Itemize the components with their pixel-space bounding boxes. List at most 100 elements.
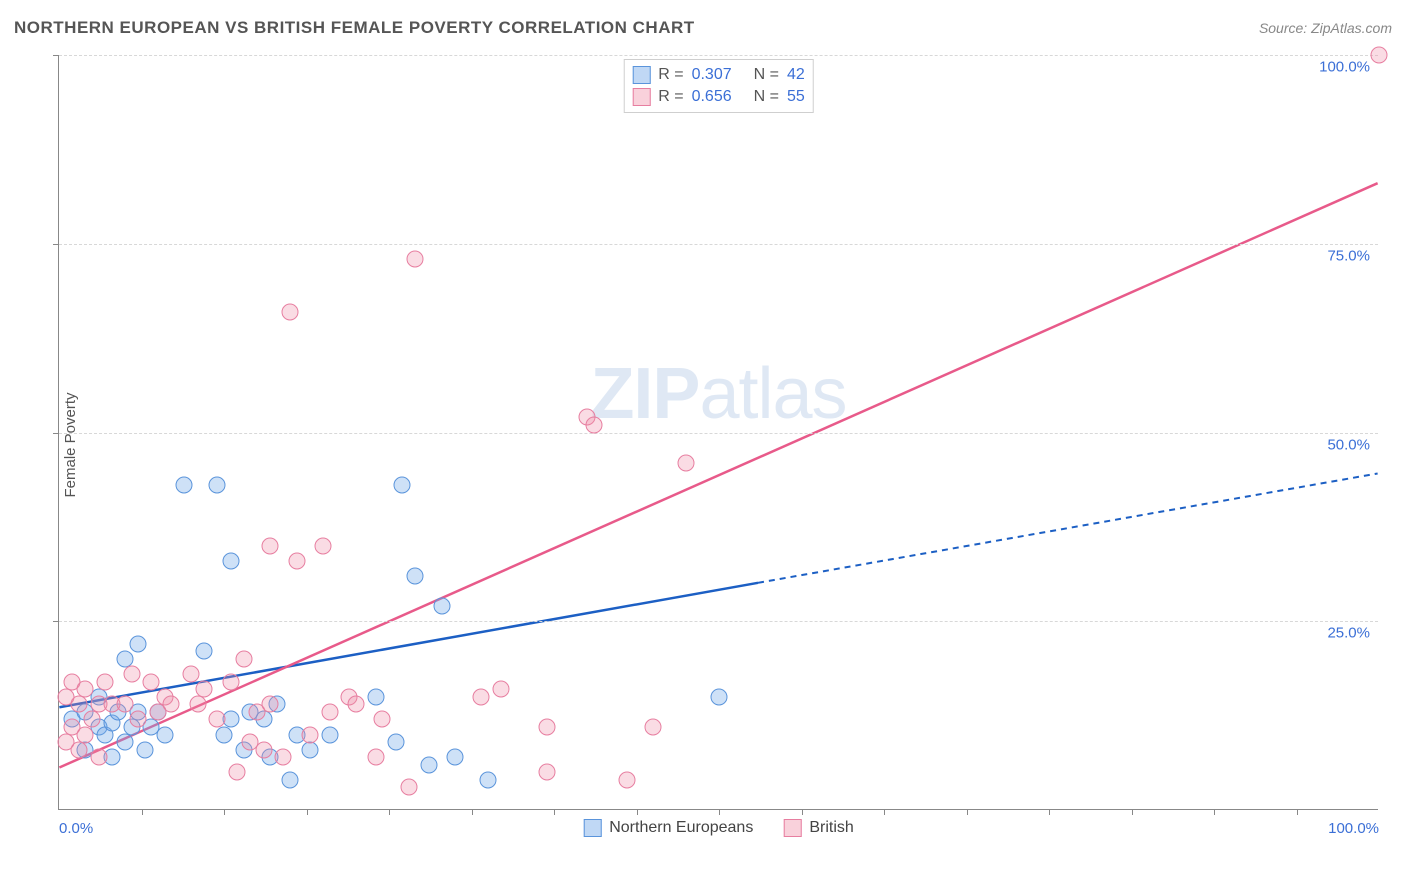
- data-point: [156, 726, 173, 743]
- x-tick: [802, 809, 803, 815]
- legend-label: British: [809, 819, 853, 837]
- y-tick-label: 100.0%: [1319, 59, 1370, 76]
- data-point: [407, 250, 424, 267]
- y-tick: [53, 244, 59, 245]
- data-point: [255, 741, 272, 758]
- gridline: [59, 55, 1378, 56]
- legend-swatch: [583, 819, 601, 837]
- data-point: [176, 477, 193, 494]
- data-point: [367, 688, 384, 705]
- y-tick: [53, 55, 59, 56]
- data-point: [235, 651, 252, 668]
- x-tick: [719, 809, 720, 815]
- data-point: [229, 764, 246, 781]
- data-point: [433, 598, 450, 615]
- data-point: [117, 734, 134, 751]
- data-point: [315, 537, 332, 554]
- data-point: [493, 681, 510, 698]
- trend-line: [59, 183, 1377, 767]
- n-value: 55: [787, 88, 805, 106]
- data-point: [1371, 47, 1388, 64]
- x-tick: [637, 809, 638, 815]
- x-tick: [1214, 809, 1215, 815]
- data-point: [123, 666, 140, 683]
- data-point: [301, 726, 318, 743]
- data-point: [282, 303, 299, 320]
- data-point: [539, 764, 556, 781]
- data-point: [585, 416, 602, 433]
- data-point: [367, 749, 384, 766]
- data-point: [196, 681, 213, 698]
- y-tick: [53, 433, 59, 434]
- data-point: [447, 749, 464, 766]
- data-point: [473, 688, 490, 705]
- data-point: [374, 711, 391, 728]
- chart-title: NORTHERN EUROPEAN VS BRITISH FEMALE POVE…: [14, 18, 695, 38]
- r-label: R =: [658, 66, 683, 84]
- y-tick-label: 75.0%: [1327, 247, 1370, 264]
- data-point: [348, 696, 365, 713]
- y-tick-label: 50.0%: [1327, 436, 1370, 453]
- data-point: [678, 454, 695, 471]
- n-label: N =: [754, 66, 779, 84]
- data-point: [209, 477, 226, 494]
- legend-swatch: [783, 819, 801, 837]
- data-point: [222, 552, 239, 569]
- data-point: [222, 673, 239, 690]
- data-point: [189, 696, 206, 713]
- source-attribution: Source: ZipAtlas.com: [1259, 20, 1392, 36]
- data-point: [70, 696, 87, 713]
- data-point: [130, 635, 147, 652]
- data-point: [275, 749, 292, 766]
- x-tick: [224, 809, 225, 815]
- x-tick: [142, 809, 143, 815]
- x-tick: [307, 809, 308, 815]
- data-point: [282, 771, 299, 788]
- x-tick-label: 100.0%: [1328, 820, 1379, 837]
- legend-swatch: [632, 66, 650, 84]
- x-tick: [1049, 809, 1050, 815]
- data-point: [288, 552, 305, 569]
- data-point: [77, 726, 94, 743]
- data-point: [196, 643, 213, 660]
- data-point: [321, 726, 338, 743]
- legend-item: British: [783, 819, 853, 837]
- data-point: [117, 696, 134, 713]
- data-point: [420, 756, 437, 773]
- legend-item: Northern Europeans: [583, 819, 753, 837]
- data-point: [163, 696, 180, 713]
- data-point: [394, 477, 411, 494]
- n-label: N =: [754, 88, 779, 106]
- data-point: [321, 703, 338, 720]
- series-legend: Northern Europeans British: [583, 819, 854, 837]
- x-tick: [884, 809, 885, 815]
- data-point: [70, 741, 87, 758]
- gridline: [59, 244, 1378, 245]
- plot-region: ZIPatlas R = 0.307N = 42R = 0.656N = 55 …: [58, 55, 1378, 810]
- legend-row: R = 0.656N = 55: [632, 86, 805, 108]
- legend-label: Northern Europeans: [609, 819, 753, 837]
- data-point: [143, 673, 160, 690]
- n-value: 42: [787, 66, 805, 84]
- r-value: 0.307: [692, 66, 732, 84]
- legend-row: R = 0.307 N = 42: [632, 64, 805, 86]
- data-point: [711, 688, 728, 705]
- x-tick: [1132, 809, 1133, 815]
- data-point: [183, 666, 200, 683]
- correlation-legend: R = 0.307 N = 42 R = 0.656N = 55: [623, 59, 814, 113]
- data-point: [480, 771, 497, 788]
- x-tick: [472, 809, 473, 815]
- data-point: [400, 779, 417, 796]
- data-point: [136, 741, 153, 758]
- data-point: [539, 718, 556, 735]
- trend-line-extension: [758, 473, 1378, 582]
- x-tick: [1297, 809, 1298, 815]
- data-point: [77, 681, 94, 698]
- data-point: [262, 696, 279, 713]
- data-point: [645, 718, 662, 735]
- data-point: [130, 711, 147, 728]
- gridline: [59, 621, 1378, 622]
- x-tick: [554, 809, 555, 815]
- data-point: [407, 567, 424, 584]
- gridline: [59, 433, 1378, 434]
